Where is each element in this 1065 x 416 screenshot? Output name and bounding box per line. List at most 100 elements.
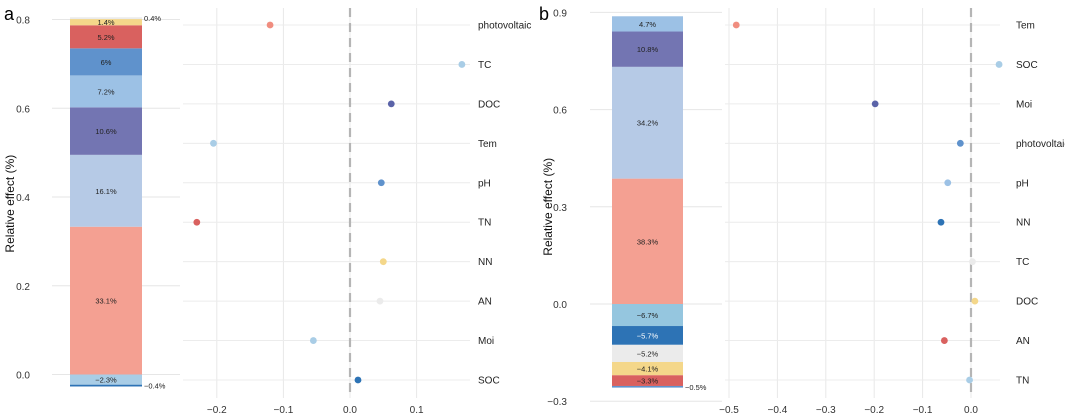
data-point xyxy=(379,258,387,266)
row-label: photovoltaic xyxy=(1016,139,1065,150)
row-label: TN xyxy=(478,218,491,229)
data-point xyxy=(193,218,201,226)
bar-segment xyxy=(70,384,142,387)
data-point xyxy=(966,376,973,384)
bar-segment xyxy=(612,385,683,388)
panel-b-stacked-bar-chart: −0.3 0.0 0.3 0.6 0.9 Relative effect (%) 38.3%… xyxy=(541,8,722,408)
bar-segment-label: 1.4% xyxy=(97,18,114,27)
x-tick-label: −0.3 xyxy=(816,405,836,416)
bar-segment-label: 10.6% xyxy=(95,127,117,136)
data-point xyxy=(971,297,979,305)
bar-segment xyxy=(70,374,142,385)
bar-segment-label: −0.4% xyxy=(144,382,166,391)
bar-segment xyxy=(612,16,683,32)
bar-segment xyxy=(70,75,142,108)
panel-label-b: b xyxy=(539,4,549,24)
bar-segment-label: −2.3% xyxy=(95,376,117,385)
bar-segment-label: −0.5% xyxy=(685,383,707,392)
bar-segment xyxy=(612,66,683,179)
bar-segment xyxy=(612,178,683,304)
bar-segment-label: 5.2% xyxy=(97,33,114,42)
y-tick-label: 0.0 xyxy=(16,371,30,382)
x-tick-label: 0.1 xyxy=(410,405,424,416)
panel-a-stacked-bar-chart: 0.0 0.2 0.4 0.6 0.8 Relative effect (%) 33.1% 1… xyxy=(3,14,180,391)
bar-segment xyxy=(612,326,683,345)
x-tick-label: −0.2 xyxy=(207,405,227,416)
bar-segment-label: 10.8% xyxy=(637,45,659,54)
bar-segment xyxy=(70,226,142,375)
row-label: Tem xyxy=(1016,21,1035,32)
y-tick-label: 0.9 xyxy=(553,8,567,19)
bar-segment-label: −3.3% xyxy=(637,377,659,386)
bar-segment-label: 33.1% xyxy=(95,297,117,306)
x-tick-label: −0.4 xyxy=(768,405,788,416)
data-point xyxy=(309,337,317,344)
bar-segment xyxy=(612,344,683,362)
data-point xyxy=(969,258,976,266)
bar-segment-label: −4.1% xyxy=(637,365,659,374)
data-point xyxy=(956,139,964,147)
x-tick-label: −0.1 xyxy=(913,405,933,416)
y-axis-label: Relative effect (%) xyxy=(3,155,17,253)
bar-segment-label: 34.2% xyxy=(637,119,659,128)
data-point xyxy=(377,179,385,187)
x-tick-label: 0.0 xyxy=(343,405,357,416)
data-point xyxy=(732,21,740,29)
row-label: NN xyxy=(478,257,492,268)
data-point xyxy=(266,21,274,29)
bar-segment-label: 0.4% xyxy=(144,14,161,23)
row-label: photovoltaic xyxy=(478,21,531,32)
data-point xyxy=(995,61,1003,68)
y-tick-label: 0.4 xyxy=(16,193,30,204)
bar-segment xyxy=(70,48,142,76)
y-tick-label: 0.6 xyxy=(16,104,30,115)
bar-segment xyxy=(70,19,142,26)
row-label: NN xyxy=(1016,218,1030,229)
panel-label-a: a xyxy=(4,4,15,24)
x-tick-label: −0.2 xyxy=(864,405,884,416)
bar-segment xyxy=(612,31,683,67)
data-point xyxy=(354,376,362,384)
panel-b-dot-strip-chart: −0.5 −0.4 −0.3 −0.2 −0.1 0.0 Tem SOC Moi photovol… xyxy=(719,8,1065,416)
row-label: pH xyxy=(1016,178,1029,189)
bar-segment-label: 4.7% xyxy=(639,20,656,29)
y-tick-label: 0.6 xyxy=(553,106,567,117)
y-axis-label: Relative effect (%) xyxy=(541,158,555,256)
bar-segment xyxy=(612,361,683,376)
y-tick-label: 0.8 xyxy=(16,16,30,27)
bar-segment xyxy=(70,107,142,155)
bar-segment-label: 16.1% xyxy=(95,187,117,196)
bar-segment-label: 6% xyxy=(101,58,112,67)
y-tick-label: 0.3 xyxy=(553,203,567,214)
row-label: Moi xyxy=(478,336,494,347)
data-point xyxy=(937,218,945,226)
row-label: SOC xyxy=(1016,60,1038,71)
row-label: Tem xyxy=(478,139,497,150)
data-point xyxy=(376,297,384,305)
row-label: AN xyxy=(1016,336,1030,347)
panel-a-dot-strip-chart: −0.2 −0.1 0.0 0.1 photovoltaic TC DOC Tem pH TN NN… xyxy=(183,8,531,416)
bar-segment xyxy=(612,304,683,327)
row-label: pH xyxy=(478,178,491,189)
data-point xyxy=(944,179,952,187)
y-tick-label: −0.3 xyxy=(547,397,567,408)
row-label: SOC xyxy=(478,376,500,387)
data-point xyxy=(940,337,948,344)
row-label: AN xyxy=(478,297,492,308)
row-label: TC xyxy=(478,60,491,71)
bar-segment xyxy=(612,375,683,386)
row-label: TC xyxy=(1016,257,1029,268)
x-tick-label: 0.0 xyxy=(964,405,978,416)
x-tick-label: −0.5 xyxy=(719,405,739,416)
bar-segment-label: 7.2% xyxy=(97,87,114,96)
bar-segment xyxy=(70,154,142,227)
row-label: DOC xyxy=(478,99,500,110)
x-tick-label: −0.1 xyxy=(274,405,294,416)
bar-segment-label: 38.3% xyxy=(637,237,659,246)
row-label: TN xyxy=(1016,376,1029,387)
y-tick-label: 0.2 xyxy=(16,282,30,293)
data-point xyxy=(871,100,879,108)
bar-segment-label: −6.7% xyxy=(637,311,659,320)
bar-segment xyxy=(70,25,142,49)
